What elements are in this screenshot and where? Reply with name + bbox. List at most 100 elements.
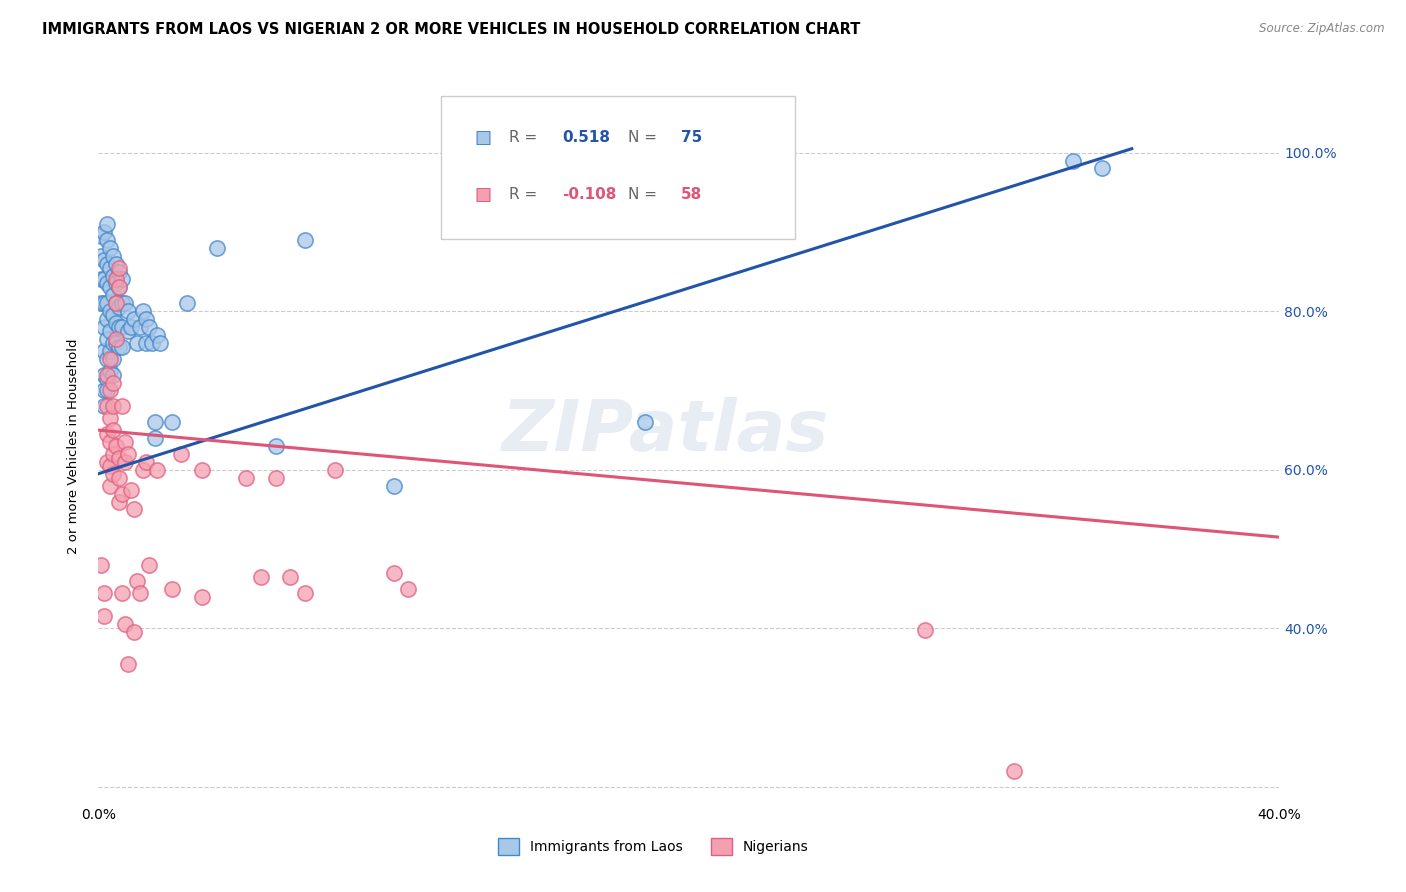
Point bbox=[98, 458, 121, 473]
Text: ■: ■ bbox=[474, 128, 491, 146]
Point bbox=[108, 280, 131, 294]
Point bbox=[93, 609, 115, 624]
Point bbox=[128, 320, 150, 334]
Point bbox=[250, 570, 273, 584]
Point bbox=[120, 483, 142, 497]
Point bbox=[108, 264, 131, 278]
Point bbox=[108, 320, 131, 334]
Text: 75: 75 bbox=[681, 130, 702, 145]
Text: 58: 58 bbox=[681, 187, 702, 202]
Point bbox=[93, 343, 115, 358]
Text: IMMIGRANTS FROM LAOS VS NIGERIAN 2 OR MORE VEHICLES IN HOUSEHOLD CORRELATION CHA: IMMIGRANTS FROM LAOS VS NIGERIAN 2 OR MO… bbox=[42, 22, 860, 37]
Point bbox=[111, 585, 134, 599]
Point bbox=[170, 447, 193, 461]
Point bbox=[98, 351, 121, 366]
Text: ■: ■ bbox=[474, 186, 491, 203]
Point bbox=[108, 340, 131, 354]
Point bbox=[264, 439, 287, 453]
Point bbox=[98, 343, 121, 358]
Point bbox=[122, 502, 145, 516]
Point bbox=[103, 308, 125, 322]
Point bbox=[103, 335, 125, 350]
Point bbox=[149, 335, 172, 350]
Point bbox=[93, 225, 115, 239]
Point bbox=[1002, 764, 1025, 778]
Point bbox=[103, 288, 125, 302]
Point bbox=[191, 463, 214, 477]
Point bbox=[294, 233, 316, 247]
Point bbox=[93, 400, 115, 414]
Point bbox=[103, 368, 125, 382]
Point bbox=[120, 320, 142, 334]
Point bbox=[141, 335, 163, 350]
Point bbox=[191, 590, 214, 604]
Point bbox=[323, 463, 346, 477]
Point bbox=[114, 296, 136, 310]
Point bbox=[105, 332, 128, 346]
Point bbox=[103, 423, 125, 437]
Point bbox=[103, 376, 125, 390]
Point bbox=[103, 467, 125, 481]
Point bbox=[98, 384, 121, 398]
Point bbox=[108, 450, 131, 465]
Point bbox=[914, 623, 936, 637]
Point bbox=[103, 268, 125, 283]
Point bbox=[105, 277, 128, 291]
Point bbox=[125, 335, 148, 350]
Legend: Immigrants from Laos, Nigerians: Immigrants from Laos, Nigerians bbox=[494, 832, 814, 860]
Point bbox=[96, 312, 118, 326]
Point bbox=[111, 272, 134, 286]
Point bbox=[96, 217, 118, 231]
Point bbox=[90, 249, 112, 263]
Point bbox=[634, 415, 657, 429]
Text: N =: N = bbox=[627, 130, 661, 145]
Point bbox=[93, 252, 115, 267]
Text: R =: R = bbox=[509, 130, 543, 145]
Point bbox=[105, 335, 128, 350]
Point bbox=[117, 304, 139, 318]
Point bbox=[122, 312, 145, 326]
Point bbox=[105, 296, 128, 310]
Point bbox=[117, 657, 139, 671]
Point bbox=[93, 296, 115, 310]
Point bbox=[264, 471, 287, 485]
Point bbox=[114, 455, 136, 469]
Point bbox=[1062, 153, 1084, 168]
Text: ZIPatlas: ZIPatlas bbox=[502, 397, 830, 467]
Point bbox=[98, 304, 121, 318]
Point bbox=[205, 241, 228, 255]
Point bbox=[111, 340, 134, 354]
Text: Source: ZipAtlas.com: Source: ZipAtlas.com bbox=[1260, 22, 1385, 36]
Point bbox=[128, 585, 150, 599]
Point bbox=[105, 296, 128, 310]
Point bbox=[138, 558, 160, 572]
Point bbox=[117, 447, 139, 461]
Point bbox=[96, 296, 118, 310]
Point bbox=[176, 296, 198, 310]
Point bbox=[132, 463, 155, 477]
Point bbox=[135, 335, 157, 350]
Text: 0.518: 0.518 bbox=[562, 130, 610, 145]
Point bbox=[98, 260, 121, 275]
Point bbox=[98, 411, 121, 425]
Point bbox=[96, 371, 118, 385]
Point bbox=[382, 566, 405, 580]
Point bbox=[98, 364, 121, 378]
Point bbox=[93, 320, 115, 334]
Point bbox=[111, 400, 134, 414]
Point bbox=[111, 296, 134, 310]
Point bbox=[125, 574, 148, 588]
Point bbox=[96, 233, 118, 247]
Point bbox=[138, 320, 160, 334]
Point bbox=[98, 280, 121, 294]
Point bbox=[96, 368, 118, 382]
Point bbox=[280, 570, 302, 584]
Point bbox=[162, 415, 183, 429]
Point bbox=[96, 332, 118, 346]
Point bbox=[105, 257, 128, 271]
Point bbox=[96, 351, 118, 366]
Point bbox=[98, 324, 121, 338]
Point bbox=[93, 272, 115, 286]
Point bbox=[105, 439, 128, 453]
Point bbox=[96, 427, 118, 442]
